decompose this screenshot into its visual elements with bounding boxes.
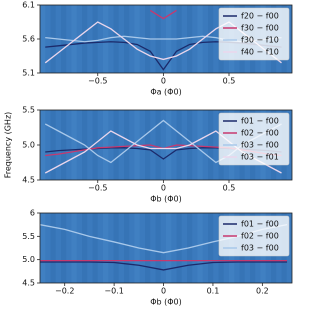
legend-label: f01 − f00 [241,117,279,126]
y-tick-label: 6.1 [22,1,35,10]
x-tick-label: −0.5 [88,77,107,86]
series-line [149,9,177,20]
texture [187,5,193,73]
legend-label: f30 − f10 [241,36,279,45]
y-tick-label: 5.0 [22,141,35,150]
legend-box [218,112,290,166]
texture [71,213,77,283]
y-tick-label: 4.5 [22,176,35,185]
x-tick-label: 0.2 [256,287,269,296]
legend-label: f03 − f01 [241,153,279,162]
texture [166,110,172,180]
legend-label: f03 − f00 [241,141,279,150]
legend-label: f01 − f00 [241,220,279,229]
y-tick-label: 5.0 [22,255,35,264]
x-tick-label: 0 [161,287,166,296]
y-tick-label: 5.5 [22,232,35,241]
y-tick-label: 5.6 [22,35,35,44]
x-tick-label: 0.5 [223,184,236,193]
texture [92,110,98,180]
texture [155,213,161,283]
x-tick-label: −0.5 [88,184,107,193]
texture [50,110,56,180]
texture [197,5,203,73]
y-tick-label: 5.1 [22,69,35,78]
legend-label: f20 − f00 [241,12,279,21]
texture [92,213,98,283]
x-tick-label: 0 [161,77,166,86]
texture [145,213,151,283]
legend-label: f02 − f00 [241,129,279,138]
texture [82,5,88,73]
legend-label: f02 − f00 [241,232,279,241]
texture [197,213,203,283]
x-axis-label: Φb (Φ0) [150,298,182,307]
texture [113,110,119,180]
legend-label: f30 − f00 [241,24,279,33]
legend-box [218,215,290,257]
series-line [40,261,288,271]
plot-frame [39,212,293,284]
texture [197,110,203,180]
texture [40,213,46,283]
texture [155,110,161,180]
texture [61,110,67,180]
legend-label: f40 − f10 [241,48,279,57]
texture [113,213,119,283]
y-tick-label: 5.5 [22,106,35,115]
texture [208,213,214,283]
texture [124,5,130,73]
texture [166,213,172,283]
x-axis-label: Φa (Φ0) [150,88,181,97]
texture [71,110,77,180]
legend-label: f03 − f00 [241,244,279,253]
x-tick-label: −0.1 [104,287,123,296]
texture [208,5,214,73]
texture [208,110,214,180]
y-tick-label: 4.5 [22,279,35,288]
x-axis-label: Φb (Φ0) [150,195,182,204]
x-tick-label: 0 [161,184,166,193]
texture [82,213,88,283]
texture [40,5,46,73]
texture [124,110,130,180]
texture [71,5,77,73]
texture [50,213,56,283]
texture [124,213,130,283]
figure: 5.1 5.6 6.1 −0.5 0 0.5 Φa (Φ0) f20 − f00 f30 − f… [4,1,293,307]
texture [113,5,119,73]
texture [103,213,109,283]
texture [103,110,109,180]
y-tick-label: 6 [30,209,35,218]
x-tick-label: −0.2 [55,287,74,296]
y-axis-label: Frequency (GHz) [4,112,13,179]
legend-box [218,7,290,61]
texture [92,5,98,73]
x-tick-label: 0.5 [223,77,236,86]
texture [176,213,182,283]
texture [134,5,140,73]
x-tick-label: 0.1 [207,287,220,296]
texture [61,213,67,283]
texture [40,110,46,180]
